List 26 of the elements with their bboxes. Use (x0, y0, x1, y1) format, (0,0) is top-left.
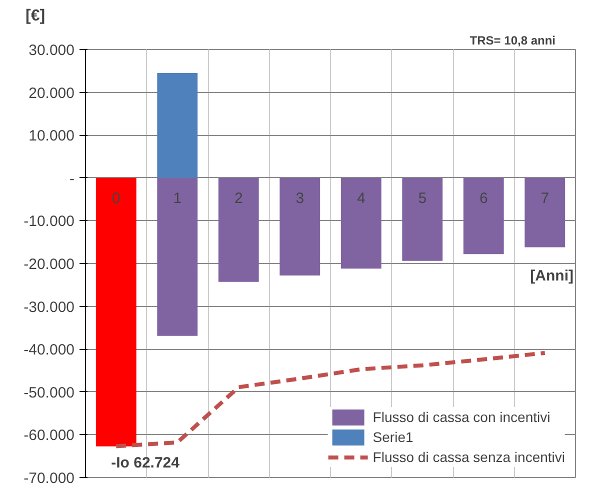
y-tick-label: -40.000 (24, 342, 74, 359)
y-tick-label: 30.000 (28, 42, 75, 59)
y-tick-label: -20.000 (24, 256, 74, 273)
x-tick-label: 4 (356, 190, 366, 207)
x-axis-title: [Anni] (530, 268, 574, 284)
y-tick-label: 20.000 (28, 84, 75, 102)
y-tick-label: 10.000 (28, 128, 75, 145)
x-tick-label: 3 (296, 190, 304, 207)
y-tick-label: -70.000 (24, 470, 74, 487)
legend-label: Flusso di cassa con incentivi (372, 409, 550, 425)
x-tick-label: 2 (234, 190, 243, 207)
y-tick-label: - (70, 170, 75, 188)
x-tick-label: 6 (479, 190, 488, 207)
legend-label: Serie1 (372, 429, 414, 445)
y-tick-label: -10.000 (24, 213, 74, 230)
x-tick-label: 1 (173, 190, 182, 207)
x-tick-label: 0 (112, 190, 120, 207)
y-tick-label: -50.000 (24, 384, 74, 402)
y-axis-title: [€] (26, 8, 46, 24)
y-tick-label: -30.000 (24, 298, 74, 316)
annotation: -Io 62.724 (111, 454, 180, 472)
y-tick-label: -60.000 (24, 427, 74, 444)
legend-label: Flusso di cassa senza incentivi (372, 449, 565, 465)
text: TRS= 10,8 anni (470, 34, 556, 48)
x-tick-label: 5 (418, 190, 427, 207)
x-tick-label: 7 (540, 190, 550, 207)
